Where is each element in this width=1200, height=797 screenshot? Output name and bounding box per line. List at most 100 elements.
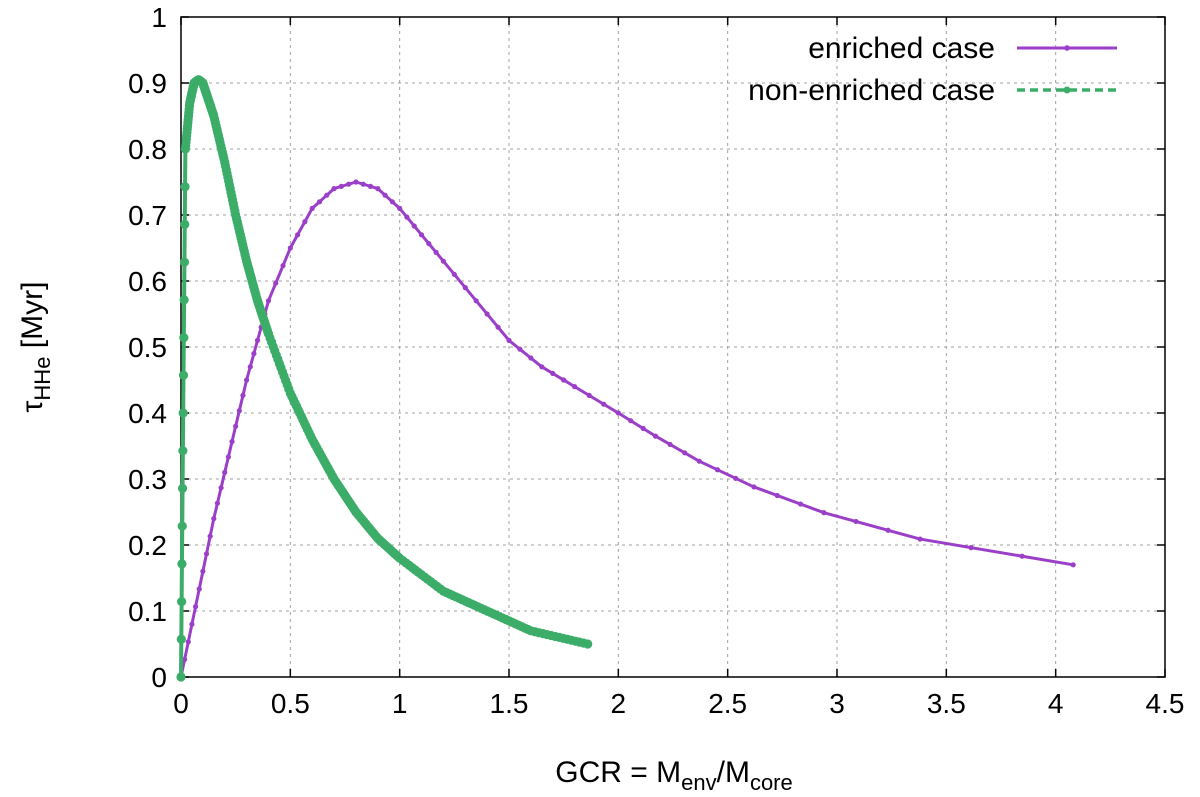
x-tick-label: 4.5	[1146, 688, 1185, 719]
data-point-enriched	[506, 337, 512, 343]
data-point-enriched	[426, 241, 432, 247]
data-point-enriched	[751, 484, 757, 490]
data-point-non-enriched	[177, 596, 187, 607]
x-tick-label: 2	[611, 688, 627, 719]
data-point-enriched	[968, 545, 974, 551]
data-point-enriched	[353, 179, 359, 185]
data-point-enriched	[1070, 562, 1076, 568]
x-tick-label: 2.5	[708, 688, 747, 719]
data-point-enriched	[440, 258, 446, 264]
y-tick-label: 0.9	[128, 68, 167, 99]
data-point-enriched	[233, 423, 239, 429]
data-point-enriched	[550, 370, 556, 376]
data-point-non-enriched	[179, 332, 189, 343]
data-point-enriched	[714, 467, 721, 473]
data-point-non-enriched	[178, 446, 188, 456]
data-point-enriched	[885, 527, 891, 533]
series-line-non-enriched	[179, 77, 590, 679]
x-tick-label: 1.5	[490, 688, 529, 719]
data-point-enriched	[821, 510, 827, 516]
data-point-enriched	[192, 604, 199, 610]
data-point-enriched	[229, 439, 235, 445]
data-point-enriched	[225, 454, 231, 460]
data-point-enriched	[251, 351, 257, 357]
data-point-non-enriched	[180, 219, 190, 230]
data-point-enriched	[360, 181, 366, 187]
data-point-enriched	[273, 280, 279, 286]
series-enriched	[178, 179, 1076, 680]
legend-label-enriched: enriched case	[808, 32, 995, 65]
series-non-enriched	[176, 75, 593, 682]
data-point-non-enriched	[178, 408, 188, 418]
data-point-non-enriched	[179, 295, 189, 305]
data-point-enriched	[484, 311, 490, 317]
x-tick-label: 4	[1048, 688, 1064, 719]
data-point-enriched	[586, 392, 592, 398]
data-point-enriched	[196, 586, 202, 592]
data-point-enriched	[411, 223, 417, 229]
legend-entry-enriched: enriched case	[808, 32, 1117, 65]
y-tick-label: 0.3	[128, 464, 167, 495]
y-tick-label: 0.5	[128, 332, 167, 363]
data-point-enriched	[628, 418, 634, 424]
data-point-enriched	[309, 205, 315, 211]
x-tick-label: 3.5	[927, 688, 966, 719]
y-tick-label: 1	[151, 2, 167, 33]
data-point-enriched	[295, 232, 301, 238]
data-point-enriched	[382, 192, 388, 198]
data-point-non-enriched	[177, 559, 187, 569]
data-point-non-enriched	[179, 257, 190, 267]
data-point-enriched	[682, 450, 688, 456]
data-point-enriched	[397, 205, 403, 211]
data-point-enriched	[601, 401, 607, 407]
series-line-enriched	[179, 180, 1075, 679]
data-point-enriched	[652, 433, 659, 439]
legend-marker-non-enriched	[1063, 86, 1071, 94]
data-point-enriched	[280, 263, 286, 269]
data-point-enriched	[222, 469, 228, 475]
data-point-non-enriched	[178, 370, 189, 380]
data-point-enriched	[733, 475, 739, 481]
y-tick-label: 0.4	[128, 398, 167, 429]
x-axis-title: GCR = Menv/Mcore	[555, 756, 792, 795]
data-point-enriched	[214, 500, 221, 506]
data-point-non-enriched	[180, 182, 190, 192]
data-point-enriched	[561, 377, 567, 383]
data-point-enriched	[185, 639, 191, 645]
data-point-enriched	[240, 392, 246, 398]
data-point-enriched	[207, 533, 213, 539]
data-point-enriched	[218, 485, 224, 491]
y-tick-label: 0.1	[128, 596, 167, 627]
data-point-enriched	[375, 186, 381, 192]
data-point-enriched	[495, 324, 501, 330]
x-tick-label: 1	[392, 688, 408, 719]
data-point-enriched	[200, 568, 206, 575]
data-point-enriched	[517, 346, 523, 352]
y-tick-label: 0.2	[128, 530, 167, 561]
data-point-enriched	[853, 518, 859, 525]
data-point-enriched	[539, 364, 545, 370]
data-point-enriched	[367, 183, 374, 189]
legend-label-non-enriched: non-enriched case	[748, 74, 995, 107]
legend-marker-enriched	[1064, 45, 1070, 51]
data-point-enriched	[473, 298, 479, 304]
data-point-enriched	[287, 245, 293, 251]
data-point-enriched	[244, 377, 250, 383]
data-point-non-enriched	[176, 634, 186, 644]
data-point-non-enriched	[177, 521, 187, 531]
data-point-enriched	[211, 516, 217, 522]
data-point-enriched	[462, 285, 468, 291]
y-tick-label: 0.8	[128, 134, 167, 165]
y-axis-title: τHHe [Myr]	[16, 282, 55, 413]
series-layer	[176, 75, 1076, 682]
data-point-enriched	[254, 337, 261, 343]
data-point-enriched	[338, 183, 344, 189]
data-point-enriched	[640, 425, 646, 431]
data-point-enriched	[451, 271, 457, 277]
data-point-enriched	[189, 621, 195, 627]
x-tick-label: 0.5	[271, 688, 310, 719]
data-point-enriched	[346, 181, 352, 187]
data-point-enriched	[433, 249, 439, 255]
data-point-enriched	[265, 298, 272, 304]
